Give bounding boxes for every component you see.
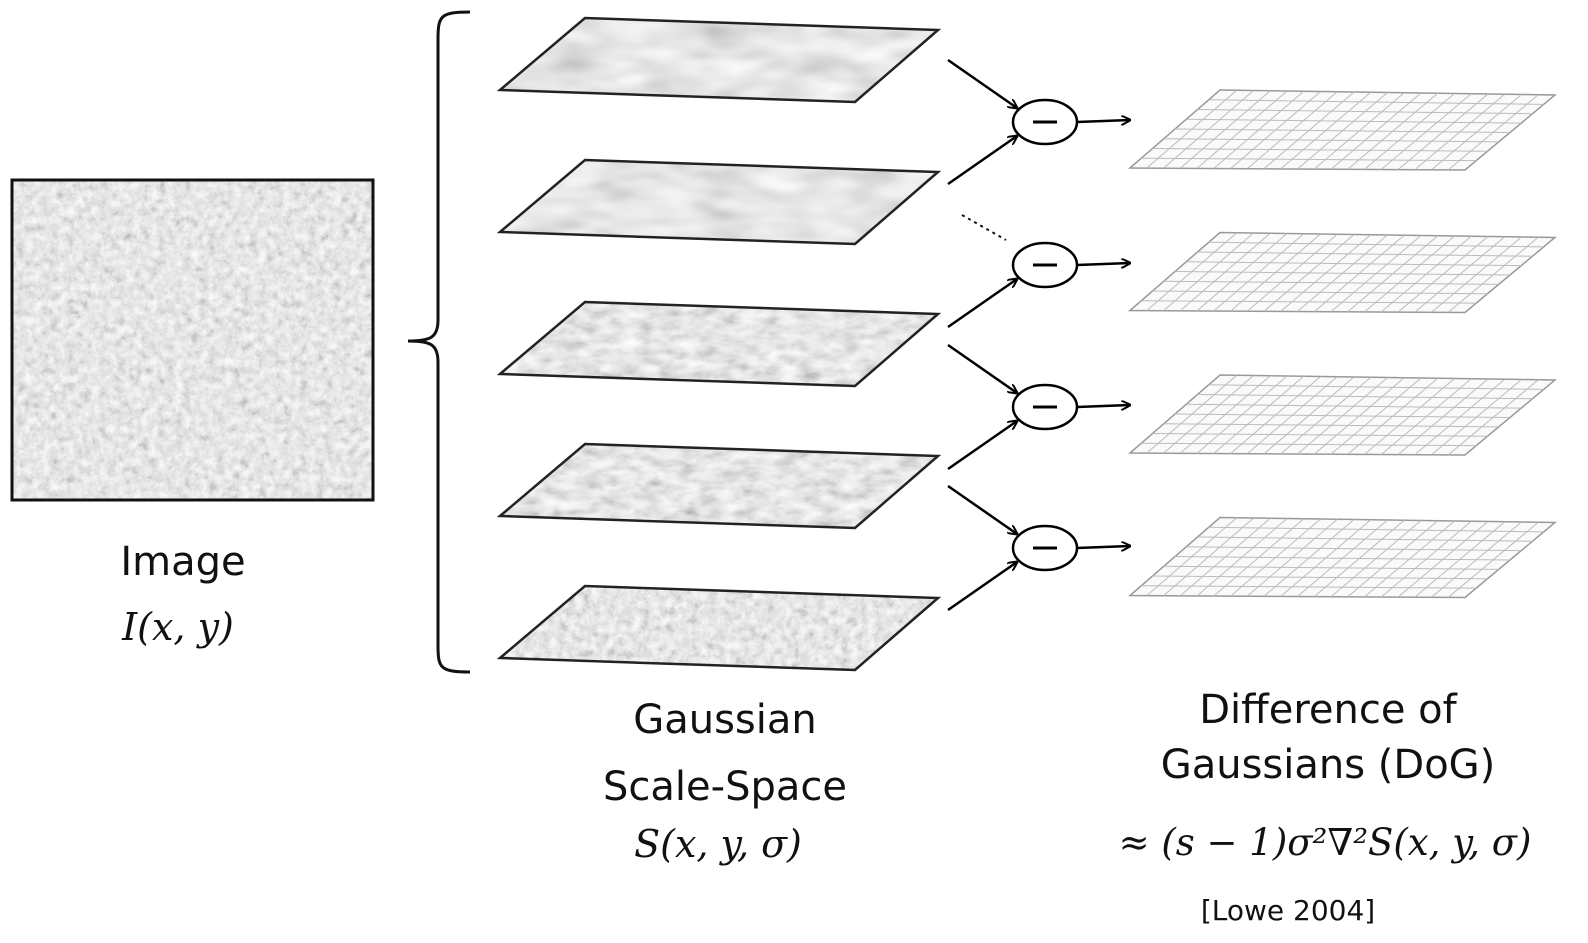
gaussian-label-1: Gaussian [633,697,817,743]
ellipsis [962,215,1006,240]
arrow [948,486,1017,534]
brace [408,12,470,672]
gaussian-layer [500,444,938,528]
gaussian-label-2: Scale-Space [603,764,847,810]
arrow [1077,263,1130,265]
arrow [948,279,1017,327]
dog-formula: ≈ (s − 1)σ²∇²S(x, y, σ) [1119,821,1532,864]
dog-label-1: Difference of [1199,687,1457,733]
gaussian-formula: S(x, y, σ) [634,822,802,866]
arrow [948,421,1017,469]
dog-stack [1130,90,1555,598]
arrow [948,60,1017,108]
gaussian-stack [500,18,938,670]
arrow [1077,405,1130,407]
diagram: Image I(x, y) Gaussian Scale-Space S(x, … [0,0,1588,938]
dog-label-2: Gaussians (DoG) [1161,742,1496,788]
gaussian-layer [500,160,938,244]
subtract-operators [948,60,1130,610]
arrow [1077,546,1130,548]
image-formula: I(x, y) [121,605,234,649]
citation: [Lowe 2004] [1201,894,1375,927]
gaussian-layer [500,586,938,670]
gaussian-layer [500,302,938,386]
source-image [12,180,373,500]
arrow [1077,120,1130,122]
arrow [948,136,1017,184]
gaussian-layer [500,18,938,102]
arrow [948,345,1017,393]
image-label: Image [120,539,245,585]
arrow [948,562,1017,610]
